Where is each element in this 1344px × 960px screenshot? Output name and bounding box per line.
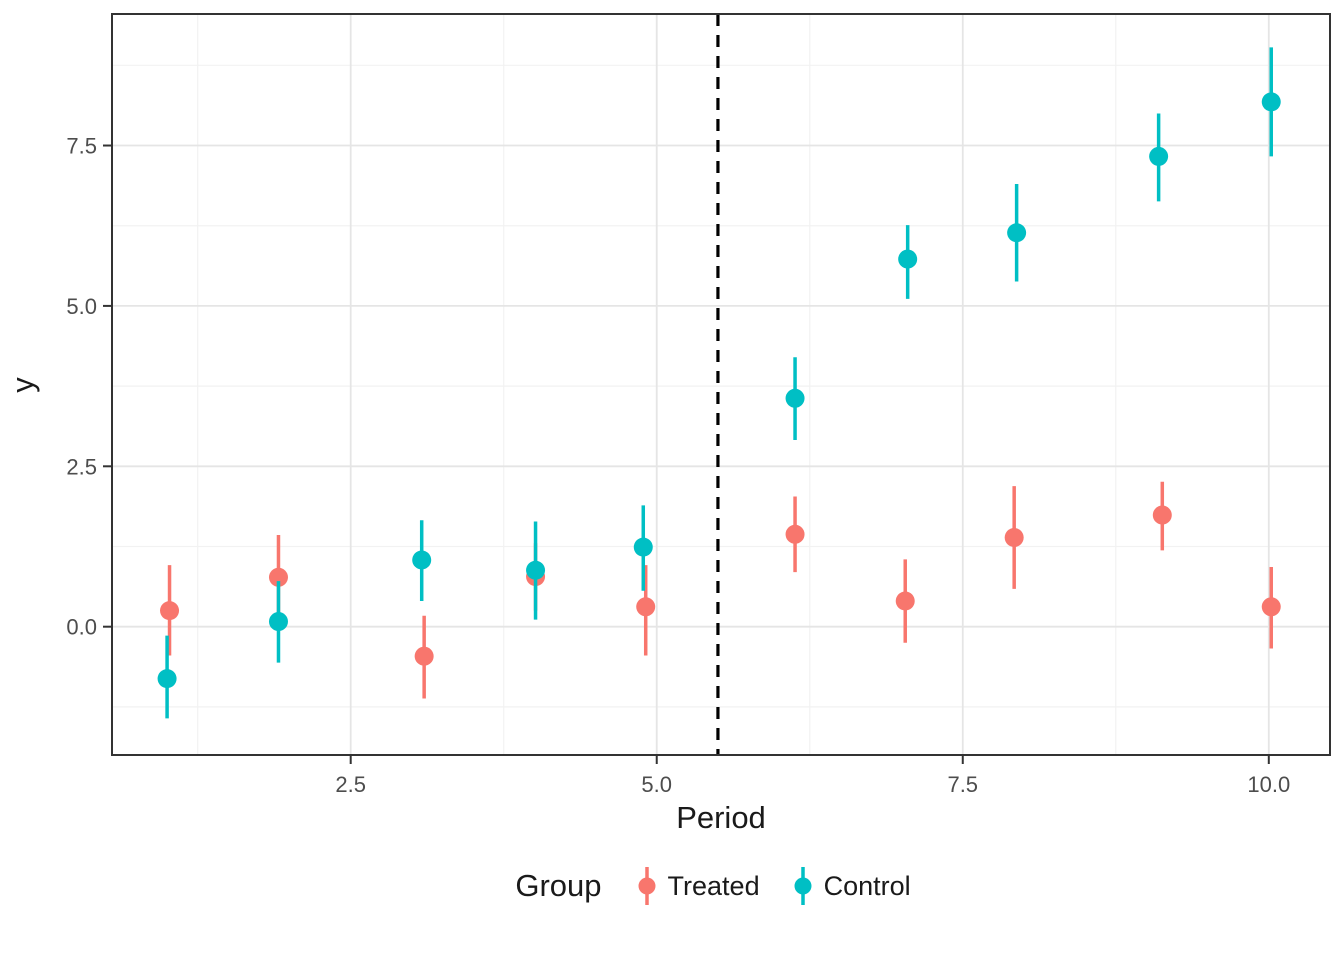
point-control xyxy=(898,249,918,269)
y-tick-label: 0.0 xyxy=(66,615,97,640)
legend: Group Treated Control xyxy=(112,863,1330,909)
data-series xyxy=(157,47,1281,719)
pointrange-key-treated-icon xyxy=(638,867,656,905)
point-control xyxy=(157,669,177,689)
legend-label-treated: Treated xyxy=(667,870,760,901)
point-treated xyxy=(414,646,434,666)
x-axis-title: Period xyxy=(676,800,766,835)
point-treated xyxy=(785,524,805,544)
chart-canvas: 2.5 5.0 7.5 10.0 0.0 2.5 5.0 7.5 Period y xyxy=(5,13,1331,835)
point-treated xyxy=(636,597,656,617)
point-control xyxy=(1149,146,1169,166)
legend-title: Group xyxy=(515,868,602,903)
point-control xyxy=(526,560,546,580)
y-tick-label: 5.0 xyxy=(66,294,97,319)
legend-key-dot xyxy=(638,877,656,895)
y-tick-label: 7.5 xyxy=(66,134,97,159)
legend-item-treated: Treated xyxy=(636,863,760,909)
x-tick-label: 10.0 xyxy=(1247,772,1290,797)
gridlines xyxy=(112,14,1330,755)
axes: 2.5 5.0 7.5 10.0 0.0 2.5 5.0 7.5 xyxy=(66,13,1331,797)
point-control xyxy=(633,537,653,557)
point-treated xyxy=(1261,597,1281,617)
point-control xyxy=(785,388,805,408)
x-tick-label: 7.5 xyxy=(947,772,978,797)
x-tick-label: 2.5 xyxy=(335,772,366,797)
point-control xyxy=(412,550,432,570)
pointrange-series-treated xyxy=(160,481,1281,699)
point-control xyxy=(268,612,288,632)
point-control xyxy=(1261,92,1281,112)
legend-key-dot xyxy=(794,877,812,895)
point-treated xyxy=(895,591,915,611)
y-axis-title: y xyxy=(5,377,40,393)
point-treated xyxy=(1152,505,1172,525)
legend-label-control: Control xyxy=(823,870,911,901)
point-control xyxy=(1007,223,1027,243)
pointrange-series-control xyxy=(157,47,1281,719)
point-treated xyxy=(160,601,180,621)
y-tick-label: 2.5 xyxy=(66,454,97,479)
x-tick-label: 5.0 xyxy=(641,772,672,797)
panel-border xyxy=(111,13,1331,756)
pointrange-key-control-icon xyxy=(794,867,812,905)
legend-item-control: Control xyxy=(792,863,911,909)
point-treated xyxy=(1004,528,1024,548)
point-treated xyxy=(268,567,288,587)
